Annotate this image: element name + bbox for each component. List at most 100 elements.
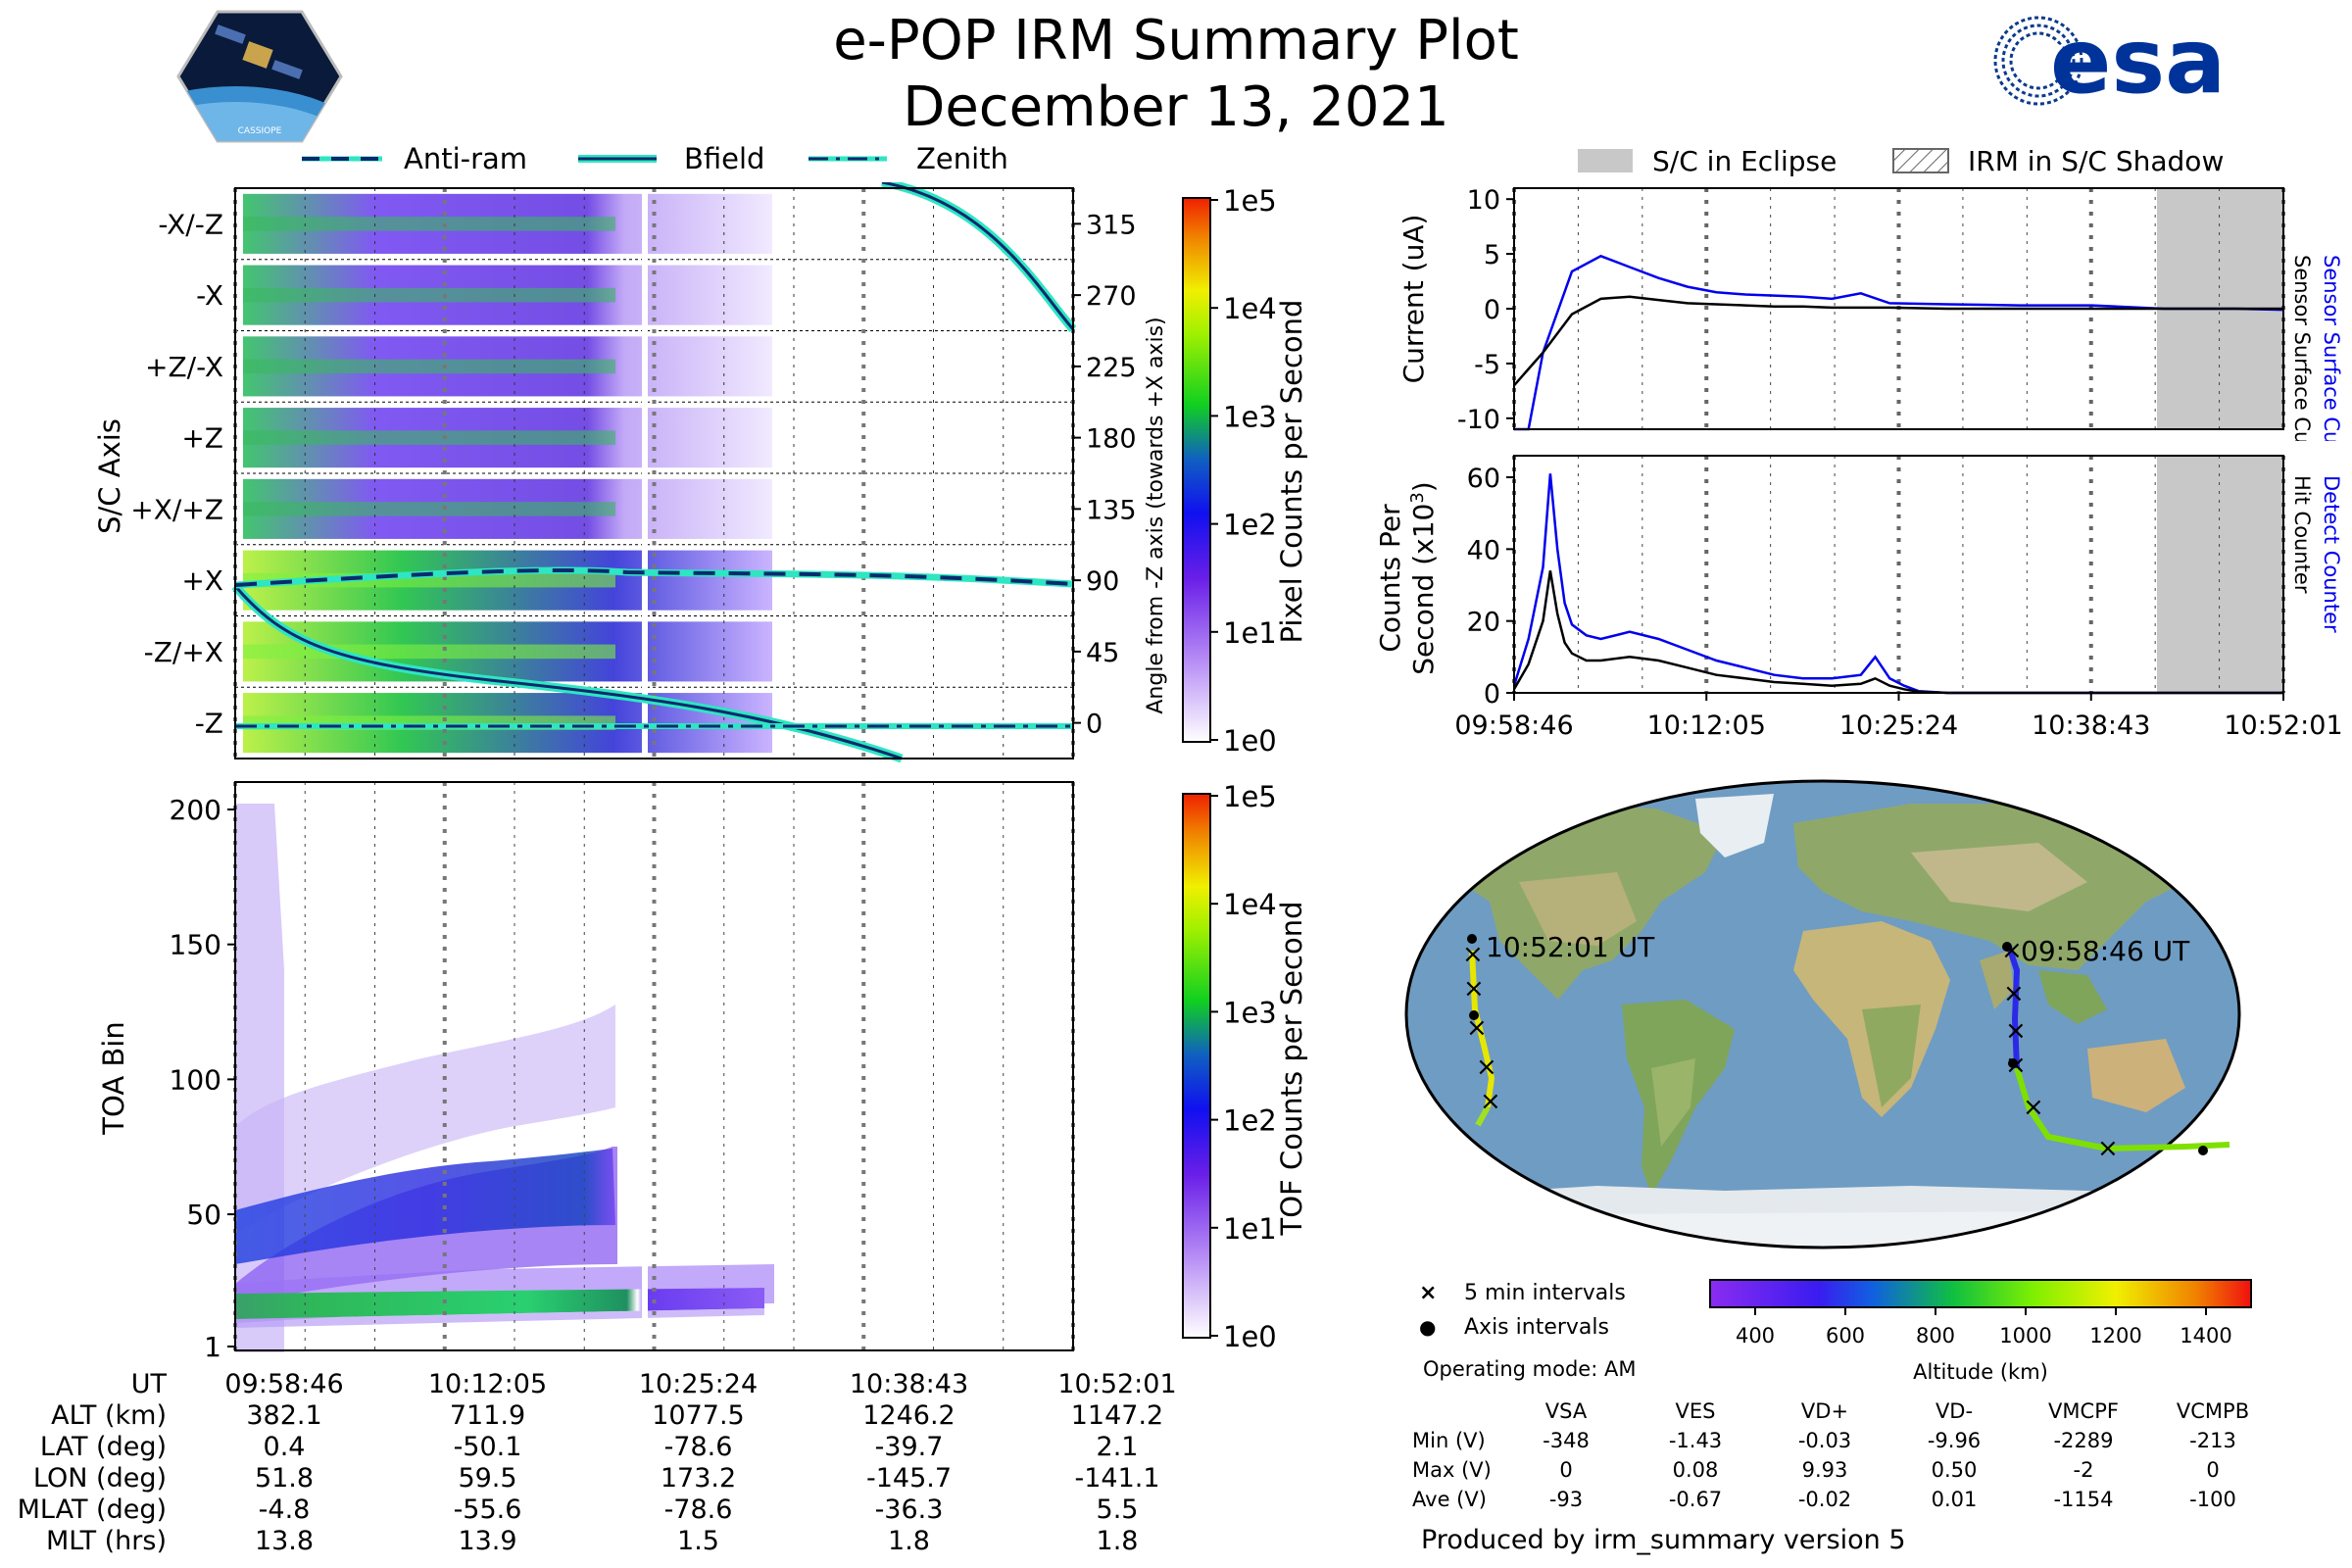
angle-tick-label: 135	[1086, 495, 1137, 525]
sc-axis-tick-label: -Z	[195, 708, 223, 740]
tof-colorbar-label: TOF Counts per Second	[1275, 901, 1308, 1236]
colorbar-tick-label: 1e3	[1223, 996, 1277, 1029]
angle-tick-label: 180	[1086, 424, 1137, 455]
altitude-tick-label: 1400	[2180, 1324, 2231, 1348]
series-line-1	[1512, 570, 2283, 695]
toa-ylabel: TOA Bin	[97, 1021, 130, 1135]
ephemeris-row: MLT (hrs) 13.8 13.9 1.5 1.8 1.8	[45, 1525, 1139, 1556]
sc-axis-ylabel: S/C Axis	[93, 418, 126, 534]
colorbar-tick-label: 1e1	[1223, 1212, 1277, 1246]
sc-axis-band-core	[243, 502, 615, 516]
y-tick-label: 60	[1467, 464, 1500, 494]
voltage-stats-table: VSA VES VD+ VD- VMCPF VCMPB Min (V) -348-…	[1411, 1396, 2278, 1514]
colorbar-tick-label: 1e1	[1223, 616, 1277, 650]
y-tick-label: 20	[1467, 608, 1500, 638]
angle-tick-label: 225	[1086, 353, 1137, 383]
altitude-tick-label: 1200	[2089, 1324, 2141, 1348]
pixel-counts-colorbar	[1182, 197, 1211, 743]
svg-text:esa: esa	[2050, 12, 2226, 110]
sc-axis-band-core	[243, 644, 615, 660]
svg-text:×: ×	[1463, 974, 1485, 1004]
toa-tick-label: 100	[170, 1063, 221, 1096]
series-line-1	[1513, 295, 2283, 387]
legend-shadow-label: IRM in S/C Shadow	[1968, 145, 2224, 177]
toa-tick-label: 50	[186, 1199, 221, 1231]
colorbar-tick-label: 1e0	[1223, 724, 1277, 758]
sc-axis-band-core	[243, 287, 615, 303]
ephemeris-row: LON (deg) 51.8 59.5 173.2 -145.7 -141.1	[32, 1462, 1160, 1494]
svg-text:×: ×	[2003, 979, 2025, 1008]
eclipse-swatch	[1578, 149, 1633, 172]
eclipse-legend: S/C in Eclipse IRM in S/C Shadow	[1578, 145, 2224, 177]
x-tick-label: 10:12:05	[1647, 710, 1766, 741]
sc-axis-tick-label: +X/+Z	[130, 493, 223, 525]
toa-tick-label: 150	[170, 929, 221, 961]
five-min-markers: ××××× ××××× ×	[1462, 936, 2119, 1163]
svg-text:×: ×	[1462, 940, 1484, 969]
angle-tick-label: 90	[1086, 566, 1119, 597]
altitude-tick-label: 800	[1916, 1324, 1955, 1348]
track-east	[2006, 946, 2021, 1069]
svg-text:×: ×	[2005, 1016, 2027, 1046]
track-west	[1469, 950, 1495, 1108]
eclipse-region	[2157, 456, 2283, 693]
colorbar-tick-label: 1e4	[1223, 292, 1277, 325]
toa-tick-label: 1	[204, 1331, 221, 1362]
sc-axis-tick-label: +X	[181, 564, 223, 597]
angle-tick-label: 0	[1086, 710, 1102, 740]
series-line-0	[1512, 473, 2283, 695]
y-tick-label: 10	[1467, 185, 1500, 216]
track-start-label: 09:58:46 UT	[2021, 935, 2190, 967]
svg-text:CASSIOPE: CASSIOPE	[238, 126, 282, 136]
track-end-label: 10:52:01 UT	[1486, 931, 1655, 963]
ephemeris-header-row: UT 09:58:46 10:12:05 10:25:24 10:38:43 1…	[130, 1368, 1177, 1399]
current-right-label-blue: Sensor Surface Current x 5	[2320, 255, 2343, 441]
x-tick-label: 10:38:43	[2032, 710, 2150, 741]
altitude-tick-label: 400	[1736, 1324, 1775, 1348]
voltage-row: Max (V) 0 0.08 9.93 0.50 -2 0	[1412, 1458, 2220, 1482]
colorbar-tick-label: 1e2	[1223, 1104, 1277, 1138]
altitude-colorbar: 400 600 800 1000 1200 1400 Altitude (km)	[1709, 1279, 2252, 1382]
colorbar-tick-label: 1e4	[1223, 888, 1277, 921]
colorbar-tick-label: 1e3	[1223, 400, 1277, 433]
y-tick-label: 40	[1467, 535, 1500, 565]
sc-axis-band-core	[243, 359, 615, 374]
y-tick-label: -10	[1457, 405, 1500, 435]
map-legend: × 5 min intervals ● Axis intervals	[1419, 1281, 1626, 1340]
y-tick-label: 5	[1484, 240, 1500, 270]
legend-bfield-label: Bfield	[684, 142, 764, 175]
counts-chart: 60 40 20 009:58:46 10:12:05 10:25:24 10:38:43 1…	[1374, 455, 2343, 741]
sc-axis-tick-label: -Z/+X	[144, 636, 223, 668]
angle-tick-label: 45	[1086, 638, 1119, 668]
counts-ylabel-line2: Second (x103)	[1407, 481, 1441, 674]
angle-tick-label: 270	[1086, 281, 1137, 312]
current-right-label-black: Sensor Surface Current	[2290, 255, 2314, 441]
toa-lower-band	[235, 1288, 764, 1319]
sc-axis-band-core	[243, 430, 615, 445]
svg-text:×: ×	[1480, 1087, 1501, 1116]
y-tick-label: -5	[1474, 350, 1500, 380]
counts-right-label-blue: Detect Counter	[2320, 475, 2343, 633]
x-tick-label: 10:52:01	[2224, 710, 2342, 741]
angle-axis-label: Angle from -Z axis (towards +X axis)	[1144, 317, 1168, 713]
sc-axis-heatmap-panel: -X/-Z 315 -X 270 +Z/-X 225 +Z 180 +X/+Z 135 +X 90 -Z…	[93, 182, 1308, 763]
voltage-row: Ave (V) -93 -0.67 -0.02 0.01 -1154 -100	[1412, 1488, 2236, 1511]
voltage-header-row: VSA VES VD+ VD- VMCPF VCMPB	[1544, 1399, 2250, 1423]
legend-axis-intervals-label: Axis intervals	[1464, 1315, 1609, 1340]
legend-eclipse-label: S/C in Eclipse	[1652, 145, 1837, 177]
colorbar-tick-label: 1e5	[1223, 184, 1277, 218]
altitude-label: Altitude (km)	[1913, 1360, 2048, 1382]
y-tick-label: 0	[1484, 679, 1500, 710]
shadow-swatch	[1892, 148, 1949, 173]
altitude-tick-label: 600	[1826, 1324, 1865, 1348]
counts-ylabel-line1: Counts Per	[1374, 504, 1406, 653]
x-tick-label: 09:58:46	[1454, 710, 1573, 741]
angle-tick-label: 315	[1086, 210, 1137, 240]
svg-text:×: ×	[2023, 1093, 2044, 1122]
counts-right-label-black: Hit Counter	[2290, 475, 2314, 594]
esa-logo: esa	[1993, 12, 2226, 110]
colorbar-tick-label: 1e5	[1223, 780, 1277, 813]
svg-text:×: ×	[1466, 1013, 1488, 1043]
sc-axis-tick-label: -X/-Z	[158, 208, 223, 240]
